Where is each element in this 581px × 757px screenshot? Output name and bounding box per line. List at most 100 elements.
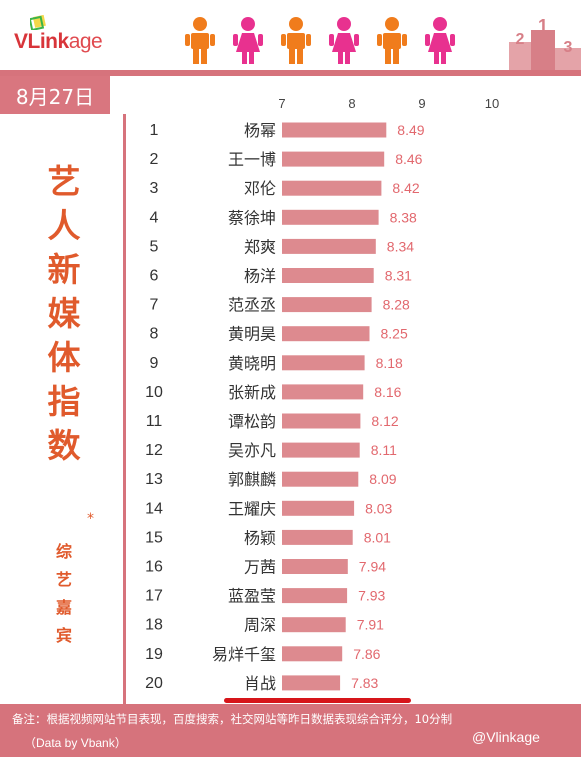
title-char: 指 [47, 382, 81, 421]
bar [282, 646, 343, 662]
rank-label: 20 [145, 675, 163, 692]
podium-number-3: 3 [564, 39, 573, 56]
date-label: 8月27日 [0, 76, 110, 114]
subtitle-char: 综 [55, 542, 72, 561]
category-label: 杨幂 [244, 121, 276, 140]
value-label: 8.09 [369, 471, 396, 487]
category-label: 邓伦 [244, 179, 276, 198]
man-icon [185, 17, 215, 64]
rank-label: 18 [145, 617, 163, 634]
woman-icon [233, 17, 263, 64]
value-label: 8.16 [374, 384, 401, 400]
value-label: 8.34 [387, 238, 414, 254]
value-label: 8.28 [383, 297, 410, 313]
logo: VLinkage [14, 30, 103, 53]
rank-label: 15 [145, 529, 163, 546]
bar [282, 675, 341, 691]
bar [282, 355, 365, 371]
rank-label: 4 [150, 209, 159, 226]
x-tick-label: 7 [278, 96, 285, 111]
value-label: 7.83 [351, 675, 378, 691]
title-asterisk: * [87, 511, 94, 527]
title-char: 体 [47, 338, 81, 377]
bar [282, 122, 387, 138]
bar [282, 384, 364, 400]
rank-label: 5 [150, 238, 159, 255]
category-label: 杨颖 [244, 528, 276, 547]
logo-mark-icon [30, 14, 46, 30]
woman-icon [425, 17, 455, 64]
category-label: 谭松韵 [228, 412, 276, 431]
subtitle-char: 宾 [55, 626, 72, 645]
rank-label: 10 [145, 384, 163, 401]
man-icon [281, 17, 311, 64]
podium-number-2: 2 [516, 31, 525, 48]
value-label: 8.18 [376, 355, 403, 371]
rank-label: 8 [150, 326, 159, 343]
bar [282, 268, 374, 283]
rank-label: 13 [145, 471, 163, 488]
category-label: 易烊千玺 [212, 645, 276, 664]
category-label: 肖战 [244, 674, 276, 693]
title-char: 艺 [47, 162, 81, 201]
top-divider [0, 70, 581, 76]
value-label: 7.86 [353, 646, 380, 662]
main-title: 艺 人 新 媒 体 指 数 [44, 160, 84, 468]
footer-source: （Data by Vbank） [24, 736, 127, 750]
value-label: 8.31 [385, 268, 412, 284]
category-label: 范丞丞 [228, 296, 276, 315]
category-label: 张新成 [228, 383, 276, 402]
value-label: 8.01 [364, 529, 391, 545]
bar [282, 209, 379, 225]
value-label: 8.42 [392, 180, 419, 196]
category-label: 蔡徐坤 [228, 208, 276, 227]
bar-chart: 7 8 9 10 1 杨幂 8.49 2 王一博 8.46 3 邓伦 8.42 4 蔡徐坤 8.38 5 郑爽 8.… [145, 96, 499, 693]
rank-label: 12 [145, 442, 163, 459]
bar [282, 500, 355, 516]
value-label: 8.11 [371, 442, 397, 458]
woman-icon [329, 17, 359, 64]
bar [282, 151, 385, 167]
category-label: 万茜 [244, 558, 276, 577]
value-label: 8.03 [365, 500, 392, 516]
podium-icon: 2 1 3 [509, 16, 581, 72]
value-label: 8.12 [371, 413, 398, 429]
rank-label: 9 [150, 355, 159, 372]
bar [282, 529, 353, 545]
category-label: 蓝盈莹 [228, 587, 276, 606]
bar [282, 180, 382, 196]
category-label: 王一博 [228, 150, 276, 169]
value-label: 8.38 [390, 209, 417, 225]
bar [282, 559, 348, 574]
bar [282, 588, 348, 604]
title-char: 数 [47, 426, 81, 465]
x-tick-label: 8 [348, 96, 355, 111]
category-label: 郑爽 [244, 237, 276, 256]
value-label: 8.49 [397, 122, 424, 138]
value-label: 8.25 [381, 326, 408, 342]
watermark: @Vlinkage [472, 729, 540, 745]
rank-label: 1 [150, 122, 159, 139]
x-tick-label: 9 [418, 96, 425, 111]
header: VLinkage 2 1 3 [0, 0, 581, 72]
people-icons [185, 17, 455, 64]
title-char: 新 [47, 250, 81, 289]
category-label: 周深 [244, 616, 276, 635]
category-label: 王耀庆 [228, 499, 276, 518]
value-label: 8.46 [395, 151, 422, 167]
subtitle-char: 嘉 [55, 598, 72, 617]
rank-label: 11 [146, 413, 163, 430]
x-tick-label: 10 [485, 96, 499, 111]
bar [282, 471, 359, 487]
bar [282, 617, 346, 633]
footer [0, 704, 581, 757]
title-panel [0, 114, 126, 704]
subtitle: 综 艺 嘉 宾 [52, 538, 76, 650]
podium-number-1: 1 [538, 16, 548, 36]
bar [282, 413, 361, 429]
title-char: 人 [47, 206, 81, 245]
rank-label: 16 [145, 559, 163, 576]
rank-label: 19 [145, 646, 163, 663]
bar [282, 326, 370, 342]
value-label: 7.94 [359, 559, 386, 575]
